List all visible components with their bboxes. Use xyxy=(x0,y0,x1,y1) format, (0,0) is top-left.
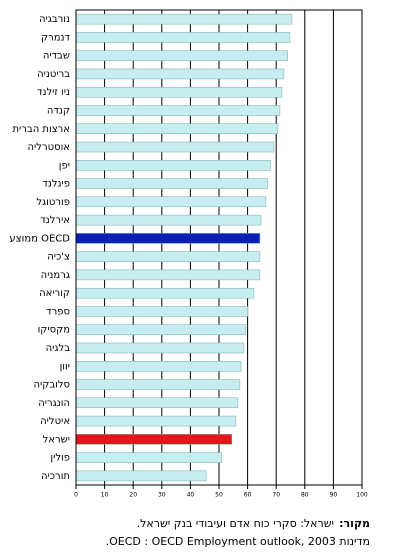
y-tick-label: ספרד xyxy=(46,306,70,317)
x-tick-label: 90 xyxy=(330,492,338,499)
x-tick-label: 70 xyxy=(272,492,280,499)
plot-frame xyxy=(75,9,363,486)
y-tick-label: בלגיה xyxy=(46,343,71,354)
y-tick-label: תורכיה xyxy=(41,471,70,482)
source-line: מדינות OECD : OECD Employment outlook, 2… xyxy=(106,535,370,548)
bar xyxy=(75,196,267,208)
y-tick-label: הונגריה xyxy=(38,398,70,409)
x-tick-label: 80 xyxy=(301,492,309,499)
source-line: ישראל: סקרי כוח אדם ועיבודי בנק ישראל. xyxy=(137,517,334,530)
y-tick-label: דנמרק xyxy=(41,32,71,43)
y-tick-label: ישראל xyxy=(43,434,70,445)
x-tick-label: 0 xyxy=(74,492,78,499)
bar xyxy=(75,86,283,98)
source-label: מקור: xyxy=(339,517,370,530)
bar xyxy=(75,342,245,354)
y-tick-label: נורבגיה xyxy=(39,14,70,25)
bar xyxy=(75,397,239,409)
x-tick-label: 50 xyxy=(215,492,223,499)
y-tick-label: אירלנד xyxy=(40,215,70,226)
bar xyxy=(75,50,288,61)
bar xyxy=(75,13,293,25)
y-tick-label: מקסיקו xyxy=(38,325,70,336)
y-tick-label: איטליה xyxy=(40,416,70,427)
y-tick-label: שבדיה xyxy=(43,51,70,62)
y-tick-label: פולין xyxy=(50,453,70,464)
y-tick-label: גרמניה xyxy=(41,270,70,281)
bar xyxy=(75,434,233,445)
x-tick-label: 10 xyxy=(101,492,109,499)
bar xyxy=(75,233,261,244)
bar xyxy=(75,379,241,390)
x-tick-label: 20 xyxy=(129,492,137,499)
y-tick-label: ארצות הברית xyxy=(12,124,70,135)
bar xyxy=(75,306,249,317)
bar xyxy=(75,178,268,189)
y-tick-label: יפן xyxy=(59,160,70,171)
y-tick-label: אוסטרליה xyxy=(28,142,70,153)
x-tick-label: 60 xyxy=(244,492,252,499)
y-tick-label: פורטוגל xyxy=(36,197,70,208)
y-tick-label: קנדה xyxy=(47,105,70,116)
bar xyxy=(75,415,237,427)
x-tick-label: 40 xyxy=(187,492,195,499)
y-tick-label: צ'כיה xyxy=(47,252,70,263)
bar xyxy=(75,269,261,281)
bar xyxy=(75,287,255,299)
bar xyxy=(75,141,275,153)
bar xyxy=(75,452,223,463)
y-tick-label: פינלנד xyxy=(42,179,70,190)
bar xyxy=(75,105,281,116)
bar xyxy=(75,324,247,335)
bar xyxy=(75,361,242,372)
y-tick-label: קוריאה xyxy=(39,288,70,299)
bar xyxy=(75,68,285,80)
y-tick-label: ממוצע OECD xyxy=(9,233,70,244)
bar xyxy=(75,251,261,262)
bar xyxy=(75,32,291,43)
y-tick-label: ניו זילנד xyxy=(37,87,70,98)
y-tick-label: סלובקיה xyxy=(33,380,70,391)
bar xyxy=(75,214,262,226)
x-tick-label: 100 xyxy=(356,492,368,499)
y-tick-label: יוון xyxy=(60,361,70,372)
bar xyxy=(75,160,271,171)
bar xyxy=(75,470,207,482)
x-tick-label: 30 xyxy=(158,492,166,499)
y-tick-label: בריטניה xyxy=(37,69,70,80)
bar xyxy=(75,123,279,134)
